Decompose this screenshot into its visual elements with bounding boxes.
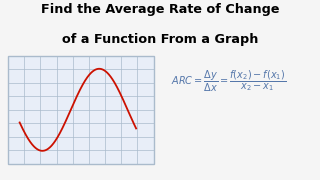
Text: of a Function From a Graph: of a Function From a Graph xyxy=(62,33,258,46)
Text: $ARC = \dfrac{\Delta y}{\Delta x} = \dfrac{f(x_2) - f(x_1)}{x_2 - x_1}$: $ARC = \dfrac{\Delta y}{\Delta x} = \dfr… xyxy=(171,68,286,94)
Text: Find the Average Rate of Change: Find the Average Rate of Change xyxy=(41,3,279,16)
Bar xyxy=(8,56,154,164)
